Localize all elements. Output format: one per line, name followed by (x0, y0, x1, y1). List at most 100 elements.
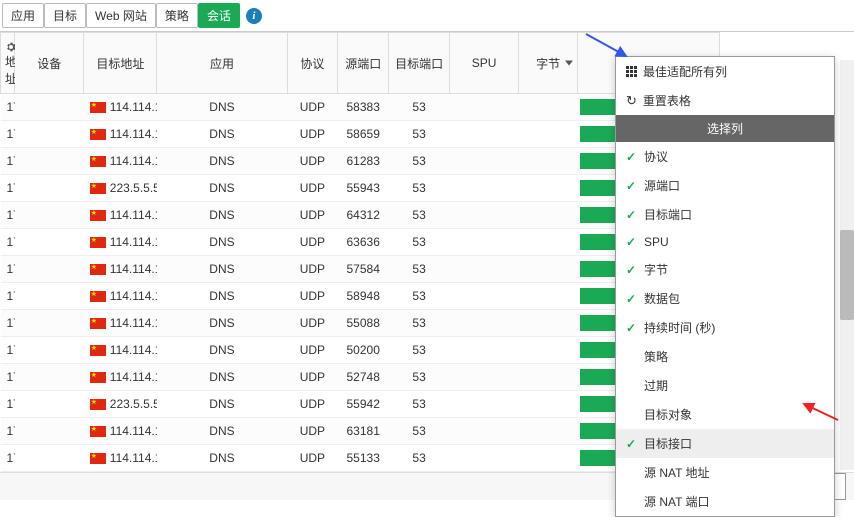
header-src-port[interactable]: 源端口 (338, 33, 389, 94)
cell-dst-port: 53 (389, 175, 450, 202)
cell-bytes (519, 175, 578, 202)
scroll-thumb[interactable] (840, 230, 854, 320)
cell-src: 172.16.1.18 (1, 391, 15, 418)
column-option[interactable]: 源 NAT 地址 (616, 458, 834, 487)
column-option[interactable]: ✓协议 (616, 142, 834, 171)
cell-proto: UDP (287, 364, 338, 391)
cell-spu (450, 283, 519, 310)
check-icon: ✓ (626, 208, 638, 222)
cell-bytes (519, 94, 578, 121)
column-option[interactable]: 过期 (616, 371, 834, 400)
cell-app: DNS (157, 418, 287, 445)
cell-dst-port: 53 (389, 202, 450, 229)
column-option[interactable]: ✓持续时间 (秒) (616, 313, 834, 342)
cell-src: 172.16.1.18 (1, 310, 15, 337)
cell-device (15, 94, 84, 121)
header-app[interactable]: 应用 (157, 33, 287, 94)
column-option-label: 目标对象 (644, 406, 692, 423)
cell-app: DNS (157, 94, 287, 121)
column-option[interactable]: ✓ 目标端口 (616, 200, 834, 229)
flag-icon (90, 291, 106, 302)
column-option[interactable]: ✓数据包 (616, 284, 834, 313)
cell-proto: UDP (287, 283, 338, 310)
flag-icon (90, 183, 106, 194)
column-option[interactable]: ✓目标接口 (616, 429, 834, 458)
refresh-icon: ↻ (626, 93, 637, 109)
best-fit-item[interactable]: 最佳适配所有列 (616, 57, 834, 86)
flag-icon (90, 210, 106, 221)
cell-bytes (519, 283, 578, 310)
tab-0[interactable]: 应用 (2, 3, 44, 28)
flag-icon (90, 426, 106, 437)
column-option-label: 数据包 (644, 290, 680, 307)
cell-bytes (519, 364, 578, 391)
cell-device (15, 121, 84, 148)
cell-proto: UDP (287, 391, 338, 418)
cell-app: DNS (157, 148, 287, 175)
cell-device (15, 202, 84, 229)
cell-spu (450, 391, 519, 418)
column-option[interactable]: 策略 (616, 342, 834, 371)
header-spu[interactable]: SPU (450, 33, 519, 94)
cell-proto: UDP (287, 310, 338, 337)
cell-app: DNS (157, 364, 287, 391)
header-dst-port[interactable]: 目标端口 (389, 33, 450, 94)
tab-3[interactable]: 策略 (156, 3, 198, 28)
flag-icon (90, 399, 106, 410)
cell-src: 172.16.1.18 (1, 283, 15, 310)
cell-app: DNS (157, 445, 287, 472)
cell-dst-port: 53 (389, 418, 450, 445)
column-option-label: 过期 (644, 377, 668, 394)
cell-dst-port: 53 (389, 310, 450, 337)
vertical-scrollbar[interactable] (840, 60, 854, 470)
cell-app: DNS (157, 121, 287, 148)
column-option[interactable]: ✓源端口 (616, 171, 834, 200)
cell-proto: UDP (287, 418, 338, 445)
column-option[interactable]: ✓字节 (616, 255, 834, 284)
cell-device (15, 256, 84, 283)
cell-proto: UDP (287, 175, 338, 202)
cell-bytes (519, 391, 578, 418)
reset-table-item[interactable]: ↻ 重置表格 (616, 86, 834, 115)
info-icon[interactable]: i (246, 8, 262, 24)
cell-src-port: 55942 (338, 391, 389, 418)
cell-src: 172.16.1.18 (1, 364, 15, 391)
column-option[interactable]: ✓SPU (616, 229, 834, 255)
column-option[interactable]: 目标对象 (616, 400, 834, 429)
tab-1[interactable]: 目标 (44, 3, 86, 28)
cell-src: 172.16.1.18 (1, 256, 15, 283)
cell-device (15, 283, 84, 310)
header-proto[interactable]: 协议 (287, 33, 338, 94)
flag-icon (90, 156, 106, 167)
cell-dst-port: 53 (389, 283, 450, 310)
cell-spu (450, 202, 519, 229)
cell-app: DNS (157, 202, 287, 229)
cell-spu (450, 364, 519, 391)
cell-bytes (519, 256, 578, 283)
cell-dst: 114.114.114.114 (84, 121, 157, 148)
cell-src-port: 55088 (338, 310, 389, 337)
cell-src-port: 63636 (338, 229, 389, 256)
column-option[interactable]: 源 NAT 端口 (616, 487, 834, 516)
tab-4[interactable]: 会话 (198, 3, 240, 28)
cell-src-port: 58948 (338, 283, 389, 310)
cell-dst-port: 53 (389, 445, 450, 472)
cell-spu (450, 418, 519, 445)
header-src-addr[interactable]: 地址 (1, 33, 15, 94)
header-bytes[interactable]: 字节 (519, 33, 578, 94)
flag-icon (90, 102, 106, 113)
cell-dst-port: 53 (389, 391, 450, 418)
grid-icon (626, 66, 637, 77)
cell-spu (450, 229, 519, 256)
cell-app: DNS (157, 283, 287, 310)
header-device[interactable]: 设备 (15, 33, 84, 94)
header-dst-addr[interactable]: 目标地址 (84, 33, 157, 94)
cell-dst: 223.5.5.5 (84, 175, 157, 202)
tab-2[interactable]: Web 网站 (86, 3, 156, 28)
column-option-label: 目标端口 (644, 206, 692, 223)
cell-bytes (519, 229, 578, 256)
cell-src: 172.16.1.18 (1, 229, 15, 256)
tab-bar: 应用目标Web 网站策略会话 i (0, 0, 854, 31)
cell-app: DNS (157, 310, 287, 337)
cell-proto: UDP (287, 256, 338, 283)
